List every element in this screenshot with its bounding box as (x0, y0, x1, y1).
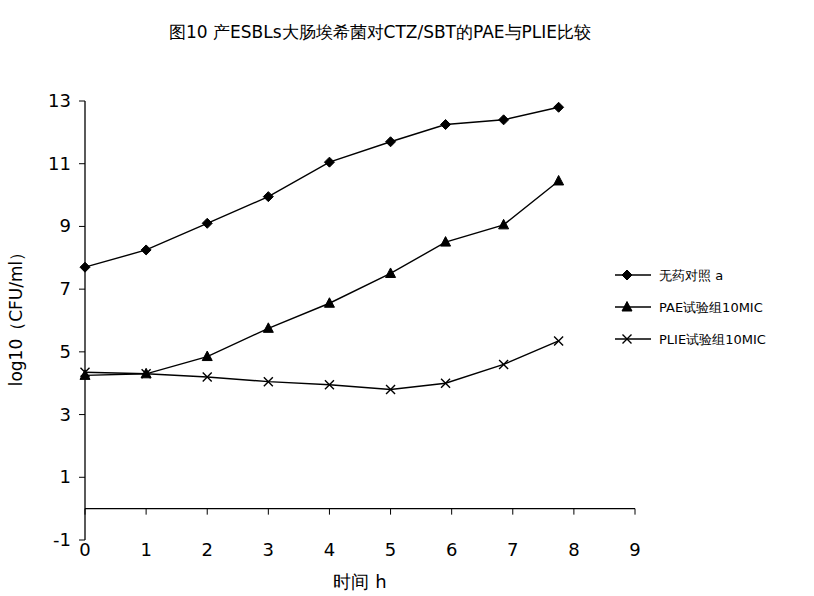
x-tick (451, 509, 452, 515)
legend-label: 无药对照 a (659, 268, 723, 283)
y-tick-label: 5 (60, 341, 71, 362)
legend-marker (623, 335, 632, 344)
y-tick (79, 163, 85, 164)
y-tick-label: 1 (60, 466, 71, 487)
x-tick (390, 509, 391, 515)
data-point (81, 368, 90, 377)
data-point (499, 115, 509, 125)
x-tick (146, 509, 147, 515)
data-point (142, 369, 151, 378)
title: 图10 产ESBLs大肠埃希菌对CTZ/SBT的PAE与PLIE比较 (169, 22, 591, 42)
data-point (325, 380, 334, 389)
x-tick (207, 509, 208, 515)
x-tick-label: 2 (201, 539, 212, 560)
x-tick (573, 509, 574, 515)
y-tick (79, 289, 85, 290)
legend-line (615, 274, 651, 275)
legend-label: PAE试验组10MIC (659, 300, 763, 315)
x-tick-label: 8 (568, 539, 579, 560)
x-tick (635, 509, 636, 515)
x-axis (85, 508, 635, 509)
plot-area (80, 102, 564, 394)
y-tick (79, 226, 85, 227)
series-line (85, 181, 559, 375)
x-tick-label: 5 (385, 539, 396, 560)
legend-marker (622, 302, 632, 312)
y-tick-label: 7 (60, 278, 71, 299)
x-tick-label: 0 (79, 539, 90, 560)
y-tick-label: 11 (48, 153, 71, 174)
y-tick (79, 351, 85, 352)
x-tick-label: 3 (263, 539, 274, 560)
y-tick-label: -1 (53, 529, 71, 550)
data-point (499, 219, 509, 229)
y-tick-label: 9 (60, 215, 71, 236)
x-tick (85, 509, 86, 515)
data-point (499, 360, 508, 369)
x-tick-label: 1 (140, 539, 151, 560)
series-line (85, 341, 559, 390)
data-point (386, 268, 396, 278)
data-point (441, 120, 451, 130)
x-tick-label: 9 (629, 539, 640, 560)
legend-label: PLIE试验组10MIC (659, 332, 766, 347)
y-axis (84, 101, 85, 540)
series-line (85, 107, 559, 267)
chart: 图10 产ESBLs大肠埃希菌对CTZ/SBT的PAE与PLIE比较-11357… (0, 0, 814, 596)
legend-marker (622, 270, 632, 280)
data-point (324, 298, 334, 308)
data-point (386, 385, 395, 394)
data-point (441, 237, 451, 247)
data-point (263, 192, 273, 202)
y-tick-label: 13 (48, 90, 71, 111)
data-point (263, 323, 273, 333)
x-tick (329, 509, 330, 515)
data-point (441, 379, 450, 388)
data-point (386, 137, 396, 147)
y-tick (79, 101, 85, 102)
x-tick (268, 509, 269, 515)
data-point (264, 377, 273, 386)
y-tick (79, 477, 85, 478)
data-point (324, 157, 334, 167)
legend-line (615, 306, 651, 307)
data-point (554, 175, 564, 185)
data-point (80, 262, 90, 272)
data-point (202, 218, 212, 228)
y-tick (79, 414, 85, 415)
data-point (141, 245, 151, 255)
x-tick (512, 509, 513, 515)
data-point (554, 336, 563, 345)
data-point (554, 102, 564, 112)
x-tick-label: 4 (324, 539, 335, 560)
y-axis-label: log10（CFU/ml） (6, 244, 26, 387)
legend-line (615, 338, 651, 339)
x-tick-label: 6 (446, 539, 457, 560)
y-tick-label: 3 (60, 404, 71, 425)
data-point (203, 372, 212, 381)
data-point (202, 351, 212, 361)
x-axis-label: 时间 h (333, 571, 386, 592)
x-tick-label: 7 (507, 539, 518, 560)
